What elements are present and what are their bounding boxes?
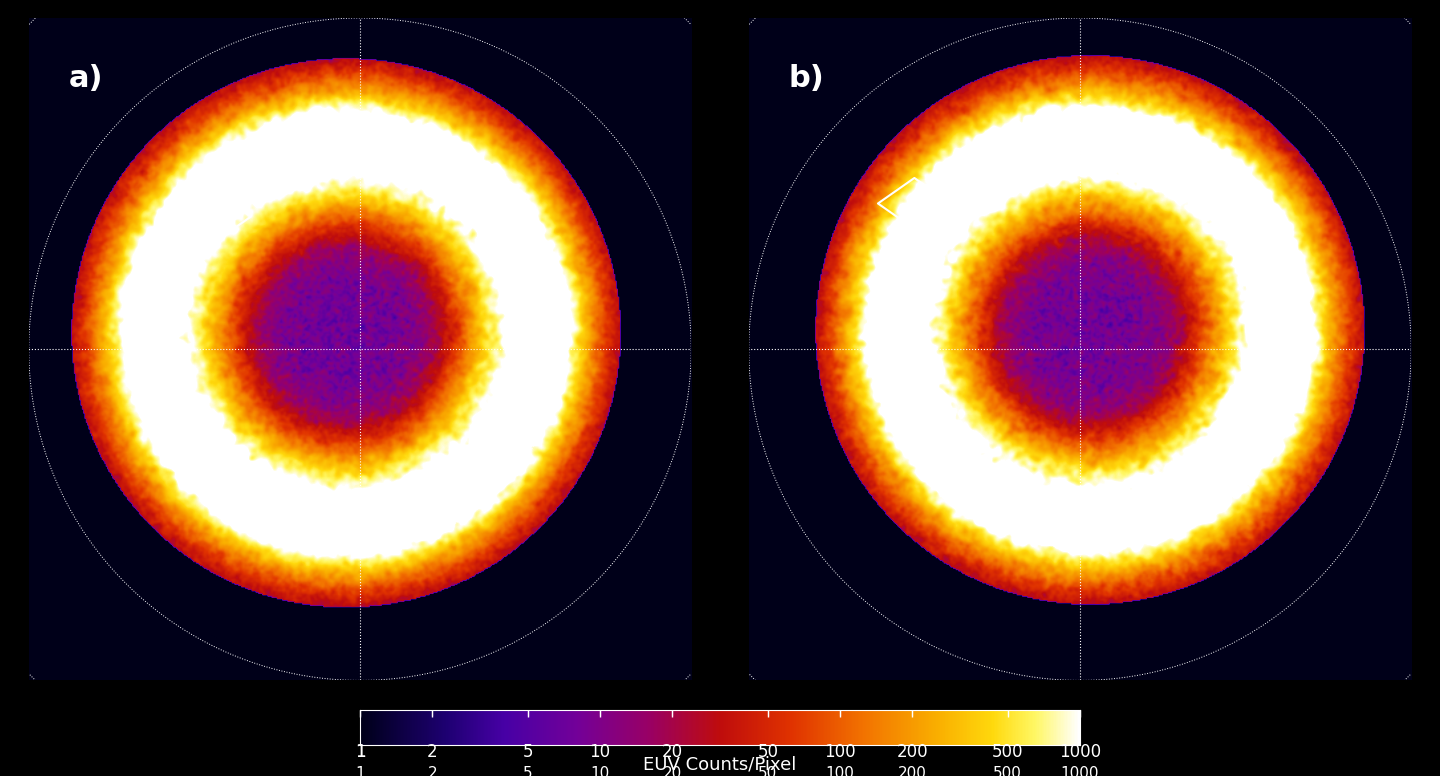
Text: 5: 5: [523, 766, 533, 776]
Text: 1: 1: [354, 743, 366, 760]
Text: 1: 1: [354, 743, 366, 760]
Text: 1000: 1000: [1061, 766, 1099, 776]
Text: 20: 20: [662, 766, 683, 776]
Text: 50: 50: [757, 766, 778, 776]
Text: 10: 10: [589, 743, 611, 760]
Text: 500: 500: [992, 743, 1024, 760]
Text: 200: 200: [897, 743, 927, 760]
Text: 1000: 1000: [1058, 743, 1102, 760]
Text: 50: 50: [757, 743, 778, 760]
Text: 100: 100: [824, 743, 855, 760]
Text: 200: 200: [897, 766, 927, 776]
Text: 20: 20: [662, 743, 683, 760]
Text: 100: 100: [825, 766, 854, 776]
Text: 500: 500: [994, 766, 1022, 776]
Text: 10: 10: [590, 766, 609, 776]
Text: 1: 1: [356, 766, 364, 776]
Text: 2: 2: [428, 766, 438, 776]
Text: 2: 2: [426, 743, 438, 760]
Text: 5: 5: [523, 743, 533, 760]
Text: a): a): [69, 64, 104, 93]
Text: EUV Counts/Pixel: EUV Counts/Pixel: [644, 756, 796, 774]
Text: b): b): [789, 64, 824, 93]
